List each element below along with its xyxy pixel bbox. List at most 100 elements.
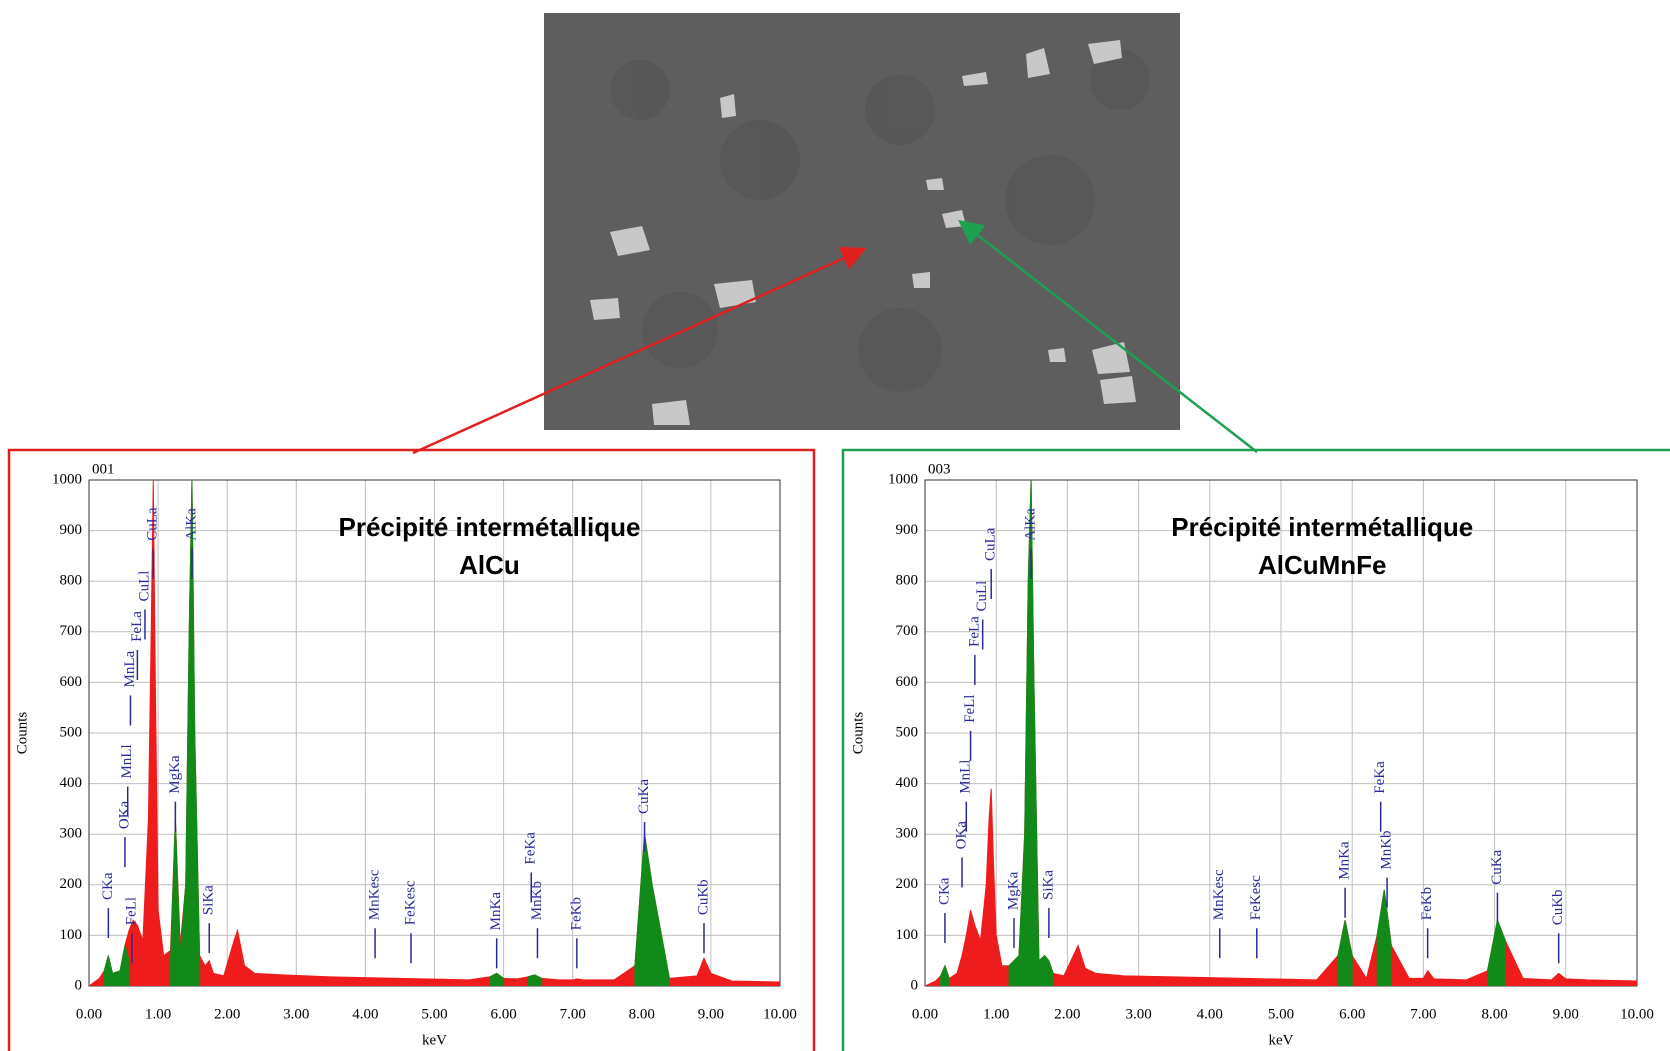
- x-tick-label: 7.00: [1410, 1006, 1436, 1022]
- peak-label: OKa: [953, 821, 969, 850]
- y-tick-label: 200: [896, 876, 919, 892]
- peak-label: CuKa: [636, 779, 652, 814]
- peak-label: MnKb: [529, 881, 545, 920]
- peak-label: FeKa: [523, 832, 539, 865]
- peak-label: MgKa: [1005, 871, 1021, 910]
- peak-label: CKa: [100, 872, 116, 900]
- x-axis-label: keV: [1269, 1032, 1294, 1048]
- peak-label: AlKa: [1023, 508, 1039, 541]
- peak-label: CuLa: [145, 507, 161, 541]
- spectrum-id: 001: [92, 461, 115, 477]
- x-axis-label: keV: [422, 1032, 447, 1048]
- y-tick-label: 600: [60, 674, 83, 690]
- chart-title: Précipité intermétallique: [1171, 512, 1473, 542]
- x-tick-label: 2.00: [1054, 1006, 1080, 1022]
- x-tick-label: 1.00: [983, 1006, 1009, 1022]
- arrow: [412, 246, 867, 455]
- y-tick-label: 500: [896, 724, 919, 740]
- spectrum-area: [940, 480, 1506, 986]
- x-tick-label: 9.00: [698, 1006, 724, 1022]
- x-tick-label: 6.00: [1339, 1006, 1365, 1022]
- x-tick-label: 6.00: [490, 1006, 516, 1022]
- y-tick-label: 0: [911, 977, 919, 993]
- y-tick-label: 600: [896, 674, 919, 690]
- peak-label: MnLl: [119, 744, 135, 778]
- peak-label: SiKa: [201, 885, 217, 915]
- x-tick-label: 3.00: [1125, 1006, 1151, 1022]
- peak-label: MnLl: [958, 760, 974, 794]
- peak-label: FeKesc: [402, 880, 418, 925]
- x-tick-label: 7.00: [560, 1006, 586, 1022]
- x-tick-label: 1.00: [145, 1006, 171, 1022]
- x-tick-label: 4.00: [352, 1006, 378, 1022]
- panel-frame: [7, 448, 816, 1051]
- x-tick-label: 5.00: [1268, 1006, 1294, 1022]
- x-tick-label: 8.00: [1481, 1006, 1507, 1022]
- plot-area: [89, 480, 780, 986]
- y-tick-label: 400: [896, 775, 919, 791]
- peak-label: CuLa: [983, 527, 999, 561]
- y-tick-label: 700: [896, 623, 919, 639]
- chart-subtitle: AlCu: [459, 550, 520, 580]
- peak-label: SiKa: [1040, 870, 1056, 900]
- y-tick-label: 0: [75, 977, 83, 993]
- x-tick-label: 10.00: [763, 1006, 797, 1022]
- y-tick-label: 100: [896, 927, 919, 943]
- plot-area: [925, 480, 1637, 986]
- spectrum-id: 003: [928, 461, 951, 477]
- peak-label: MgKa: [167, 755, 183, 794]
- peak-label: CuLl: [974, 581, 990, 612]
- peak-label: MnKa: [1337, 841, 1353, 880]
- y-tick-label: 400: [60, 775, 83, 791]
- peak-label: MnKb: [1379, 830, 1395, 869]
- y-tick-label: 200: [60, 876, 83, 892]
- y-axis-label: Counts: [850, 712, 866, 755]
- y-tick-label: 900: [896, 522, 919, 538]
- peak-label: FeLa: [129, 611, 145, 642]
- peak-label: FeKb: [1419, 887, 1435, 920]
- peak-label: AlKa: [183, 508, 199, 541]
- panel-frame: [841, 448, 1670, 1051]
- peak-label: OKa: [116, 800, 132, 829]
- y-tick-label: 1000: [888, 471, 918, 487]
- sem-image: [544, 13, 1180, 430]
- peak-label: MnKa: [488, 892, 504, 931]
- y-tick-label: 900: [60, 522, 83, 538]
- arrow: [958, 219, 1258, 453]
- y-tick-label: 800: [60, 573, 83, 589]
- peak-label: FeKb: [568, 897, 584, 930]
- peak-label: MnLa: [122, 650, 138, 687]
- x-tick-label: 0.00: [76, 1006, 102, 1022]
- y-tick-label: 1000: [52, 471, 82, 487]
- peak-label: FeKa: [1372, 761, 1388, 794]
- x-tick-label: 0.00: [912, 1006, 938, 1022]
- x-tick-label: 9.00: [1553, 1006, 1579, 1022]
- peak-label: MnKesc: [1211, 869, 1227, 920]
- peak-label: MnKesc: [367, 869, 383, 920]
- y-tick-label: 800: [896, 573, 919, 589]
- peak-label: FeLa: [966, 616, 982, 647]
- peak-label: FeKesc: [1248, 875, 1264, 920]
- x-tick-label: 2.00: [214, 1006, 240, 1022]
- x-tick-label: 8.00: [629, 1006, 655, 1022]
- peak-label: CuKb: [695, 879, 711, 915]
- spectrum-area: [103, 480, 670, 986]
- peak-label: FeLl: [962, 695, 978, 723]
- chart-title: Précipité intermétallique: [339, 512, 641, 542]
- x-tick-label: 5.00: [421, 1006, 447, 1022]
- y-tick-label: 700: [60, 623, 83, 639]
- y-tick-label: 500: [60, 724, 83, 740]
- peak-label: CuLl: [136, 571, 152, 602]
- peak-label: CuKb: [1550, 889, 1566, 925]
- chart-subtitle: AlCuMnFe: [1258, 550, 1387, 580]
- x-tick-label: 4.00: [1197, 1006, 1223, 1022]
- peak-label: CKa: [936, 877, 952, 905]
- y-axis-label: Counts: [14, 712, 30, 755]
- x-tick-label: 10.00: [1620, 1006, 1654, 1022]
- peak-label: FeLl: [123, 897, 139, 925]
- y-tick-label: 300: [60, 826, 83, 842]
- x-tick-label: 3.00: [283, 1006, 309, 1022]
- peak-label: CuKa: [1489, 849, 1505, 884]
- y-tick-label: 300: [896, 826, 919, 842]
